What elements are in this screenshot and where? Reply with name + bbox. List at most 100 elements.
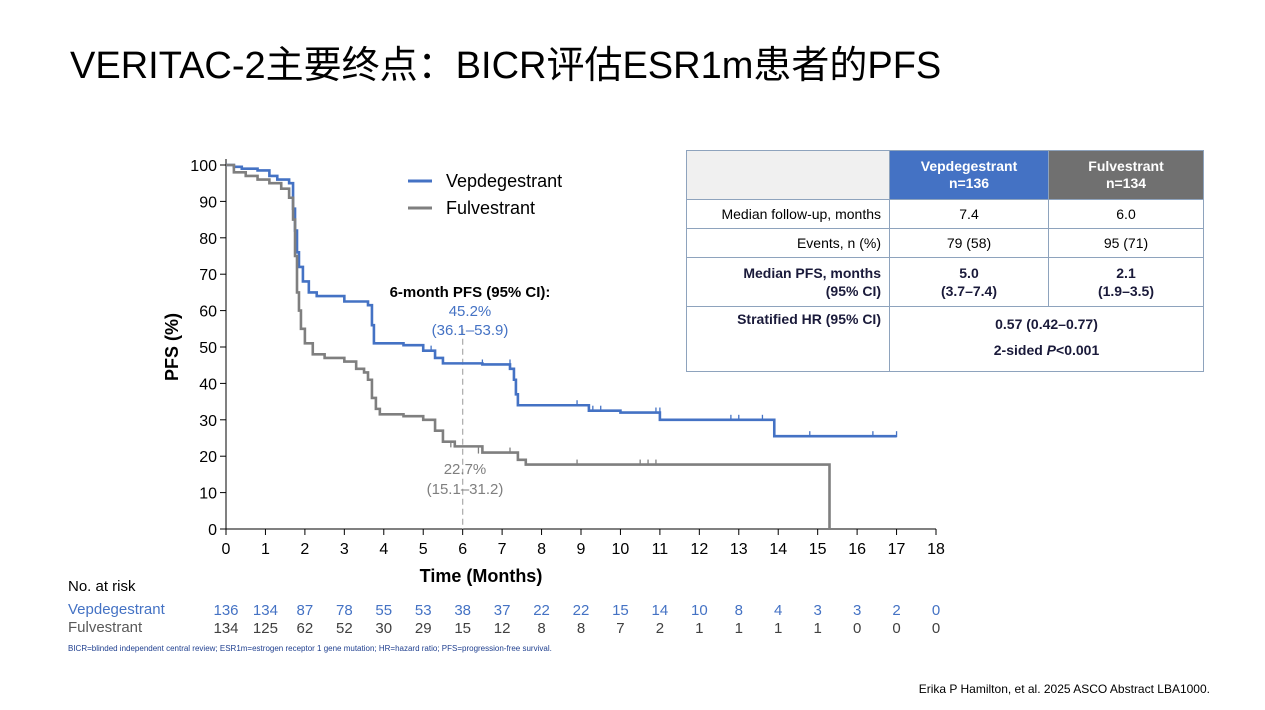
y-tick-label: 30 bbox=[199, 413, 217, 430]
curve-vep bbox=[226, 163, 897, 438]
risk-value-ful: 0 bbox=[932, 620, 940, 637]
x-tick-label: 5 bbox=[419, 541, 428, 558]
risk-value-vep: 14 bbox=[652, 602, 669, 619]
ful-median-ci: (1.9–3.5) bbox=[1097, 283, 1155, 299]
x-tick-label: 12 bbox=[690, 541, 708, 558]
row-label-hr: Stratified HR (95% CI) bbox=[686, 306, 890, 372]
x-tick-label: 14 bbox=[769, 541, 787, 558]
risk-value-vep: 78 bbox=[336, 602, 353, 619]
x-tick-label: 11 bbox=[652, 541, 669, 558]
ful-followup: 6.0 bbox=[1048, 199, 1204, 229]
y-tick-label: 80 bbox=[199, 231, 217, 248]
x-tick-label: 10 bbox=[612, 541, 630, 558]
risk-value-vep: 3 bbox=[853, 602, 861, 619]
risk-value-vep: 8 bbox=[735, 602, 743, 619]
p-suffix: <0.001 bbox=[1056, 342, 1100, 358]
risk-value-ful: 1 bbox=[774, 620, 782, 637]
footnote: BICR=blinded independent central review;… bbox=[68, 644, 552, 653]
header-vep-name: Vepdegestrant bbox=[920, 158, 1018, 174]
x-tick-label: 15 bbox=[809, 541, 827, 558]
risk-value-ful: 1 bbox=[735, 620, 743, 637]
risk-value-ful: 0 bbox=[853, 620, 861, 637]
annotation-header: 6-month PFS (95% CI): bbox=[390, 284, 551, 301]
x-axis-label: Time (Months) bbox=[420, 566, 543, 586]
annotation-vep-ci: (36.1–53.9) bbox=[432, 322, 509, 339]
header-fulvestrant: Fulvestrant n=134 bbox=[1048, 150, 1204, 200]
risk-value-ful: 0 bbox=[892, 620, 900, 637]
citation: Erika P Hamilton, et al. 2025 ASCO Abstr… bbox=[918, 682, 1210, 696]
annotation-vep-value: 45.2% bbox=[449, 303, 492, 320]
p-italic: P bbox=[1046, 342, 1057, 358]
y-tick-label: 90 bbox=[199, 194, 217, 211]
vep-median-pfs: 5.0 (3.7–7.4) bbox=[889, 257, 1049, 307]
risk-value-vep: 37 bbox=[494, 602, 511, 619]
table-header-row: Vepdegestrant n=136 Fulvestrant n=134 bbox=[686, 150, 1204, 200]
vep-followup: 7.4 bbox=[889, 199, 1049, 229]
row-label-followup: Median follow-up, months bbox=[686, 199, 890, 229]
risk-value-ful: 134 bbox=[213, 620, 238, 637]
slide-title: VERITAC-2主要终点：BICR评估ESR1m患者的PFS bbox=[70, 45, 942, 87]
y-axis-label: PFS (%) bbox=[162, 313, 182, 381]
annotation-ful-value: 22.7% bbox=[444, 461, 487, 478]
median-pfs-ci-label: (95% CI) bbox=[825, 283, 881, 299]
risk-label-ful: Fulvestrant bbox=[68, 619, 143, 636]
risk-value-vep: 55 bbox=[375, 602, 392, 619]
header-ful-n: n=134 bbox=[1105, 175, 1147, 191]
x-tick-label: 7 bbox=[498, 541, 507, 558]
row-label-events: Events, n (%) bbox=[686, 228, 890, 258]
y-tick-label: 40 bbox=[199, 376, 217, 393]
annotation-ful-ci: (15.1–31.2) bbox=[427, 481, 504, 498]
risk-value-vep: 4 bbox=[774, 602, 782, 619]
table-row: Stratified HR (95% CI) 0.57 (0.42–0.77) … bbox=[686, 306, 1204, 372]
table-row: Median PFS, months (95% CI) 5.0 (3.7–7.4… bbox=[686, 257, 1204, 307]
legend-label-ful: Fulvestrant bbox=[446, 198, 535, 218]
curve-ful bbox=[226, 163, 831, 529]
y-tick-label: 60 bbox=[199, 304, 217, 321]
y-tick-label: 0 bbox=[208, 522, 217, 539]
risk-value-vep: 3 bbox=[813, 602, 821, 619]
risk-value-vep: 87 bbox=[297, 602, 314, 619]
risk-value-ful: 30 bbox=[375, 620, 392, 637]
risk-value-ful: 12 bbox=[494, 620, 511, 637]
risk-value-ful: 2 bbox=[656, 620, 664, 637]
y-tick-label: 100 bbox=[190, 158, 217, 175]
risk-value-vep: 2 bbox=[892, 602, 900, 619]
y-tick-label: 70 bbox=[199, 267, 217, 284]
risk-value-vep: 38 bbox=[454, 602, 471, 619]
risk-value-vep: 15 bbox=[612, 602, 629, 619]
risk-value-vep: 0 bbox=[932, 602, 940, 619]
risk-value-vep: 53 bbox=[415, 602, 432, 619]
risk-value-ful: 62 bbox=[297, 620, 314, 637]
ful-median-value: 2.1 bbox=[1116, 265, 1136, 281]
hr-cell: 0.57 (0.42–0.77) 2-sided P<0.001 bbox=[889, 306, 1204, 372]
y-tick-label: 50 bbox=[199, 340, 217, 357]
x-tick-label: 17 bbox=[888, 541, 906, 558]
risk-value-vep: 136 bbox=[213, 602, 238, 619]
y-tick-label: 20 bbox=[199, 449, 217, 466]
median-pfs-label: Median PFS, months bbox=[743, 265, 881, 281]
x-tick-label: 18 bbox=[927, 541, 945, 558]
risk-value-vep: 10 bbox=[691, 602, 708, 619]
x-tick-label: 9 bbox=[577, 541, 586, 558]
x-tick-label: 4 bbox=[379, 541, 388, 558]
risk-value-ful: 7 bbox=[616, 620, 624, 637]
risk-label-vep: Vepdegestrant bbox=[68, 601, 165, 618]
risk-table-title: No. at risk bbox=[68, 578, 136, 595]
risk-value-ful: 15 bbox=[454, 620, 471, 637]
x-tick-label: 13 bbox=[730, 541, 748, 558]
risk-value-ful: 8 bbox=[577, 620, 585, 637]
vep-events: 79 (58) bbox=[889, 228, 1049, 258]
table-row: Events, n (%) 79 (58) 95 (71) bbox=[686, 228, 1204, 258]
legend-label-vep: Vepdegestrant bbox=[446, 171, 562, 191]
vep-median-ci: (3.7–7.4) bbox=[940, 283, 998, 299]
x-tick-label: 2 bbox=[300, 541, 309, 558]
p-prefix: 2-sided bbox=[993, 342, 1047, 358]
p-value: 2-sided P<0.001 bbox=[898, 337, 1195, 363]
header-vepdegestrant: Vepdegestrant n=136 bbox=[889, 150, 1049, 200]
header-vep-n: n=136 bbox=[948, 175, 990, 191]
row-label-median-pfs: Median PFS, months (95% CI) bbox=[686, 257, 890, 307]
pfs-summary-table: Vepdegestrant n=136 Fulvestrant n=134 Me… bbox=[686, 150, 1204, 372]
table-corner-cell bbox=[686, 150, 890, 200]
risk-value-ful: 1 bbox=[813, 620, 821, 637]
